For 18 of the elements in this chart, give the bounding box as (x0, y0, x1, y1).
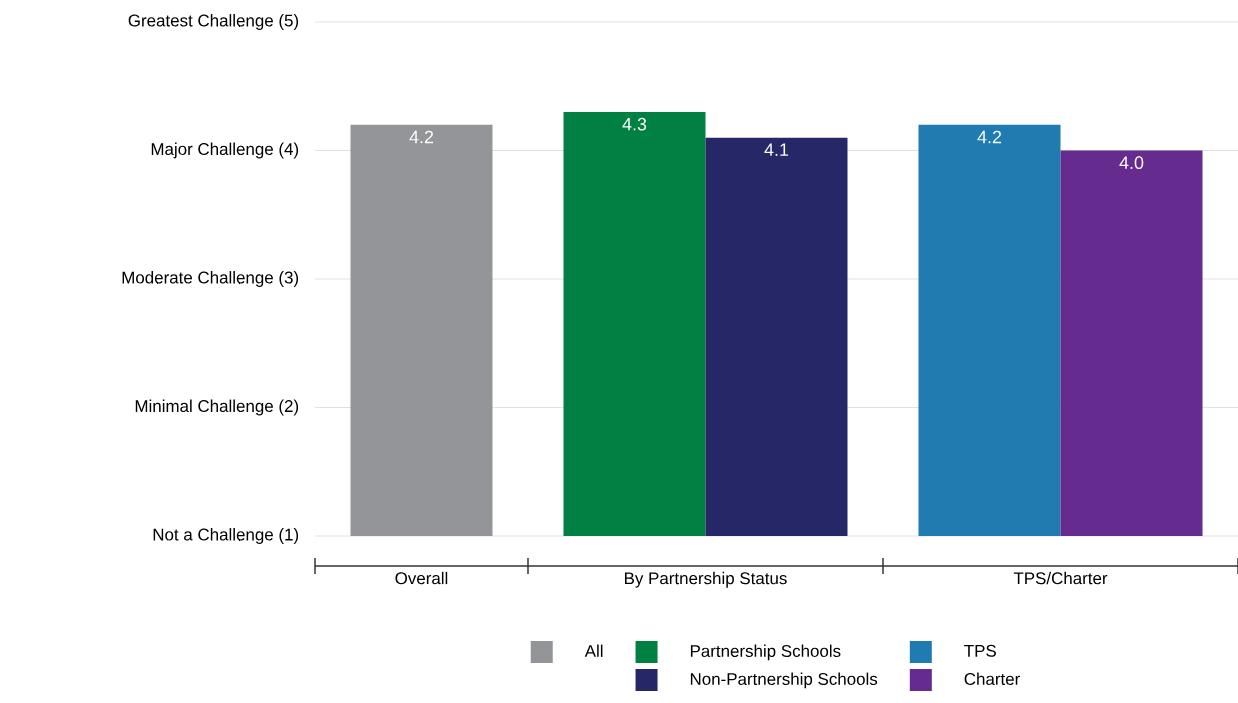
y-tick-label: Minimal Challenge (2) (135, 399, 299, 416)
y-tick-label: Moderate Challenge (3) (122, 271, 299, 287)
legend-label: All (584, 644, 603, 657)
data-label: 4.3 (622, 117, 647, 131)
x-tick-label: Overall (395, 571, 448, 585)
y-tick-label: Major Challenge (4) (151, 142, 299, 159)
y-tick-label: Greatest Challenge (5) (128, 14, 299, 30)
x-tick-label: TPS/Charter (1013, 571, 1108, 585)
legend-label: Partnership Schools (690, 644, 841, 661)
legend-label: Charter (964, 672, 1020, 686)
data-label: 4.2 (409, 130, 434, 144)
legend-label: TPS (964, 644, 996, 657)
legend-label: Non-Partnership Schools (690, 672, 878, 689)
data-label: 4.2 (977, 130, 1002, 144)
y-tick-label: Not a Challenge (1) (153, 528, 299, 544)
data-label: 4.0 (1119, 156, 1144, 170)
x-tick-label: By Partnership Status (624, 571, 787, 588)
data-label: 4.1 (764, 143, 789, 156)
